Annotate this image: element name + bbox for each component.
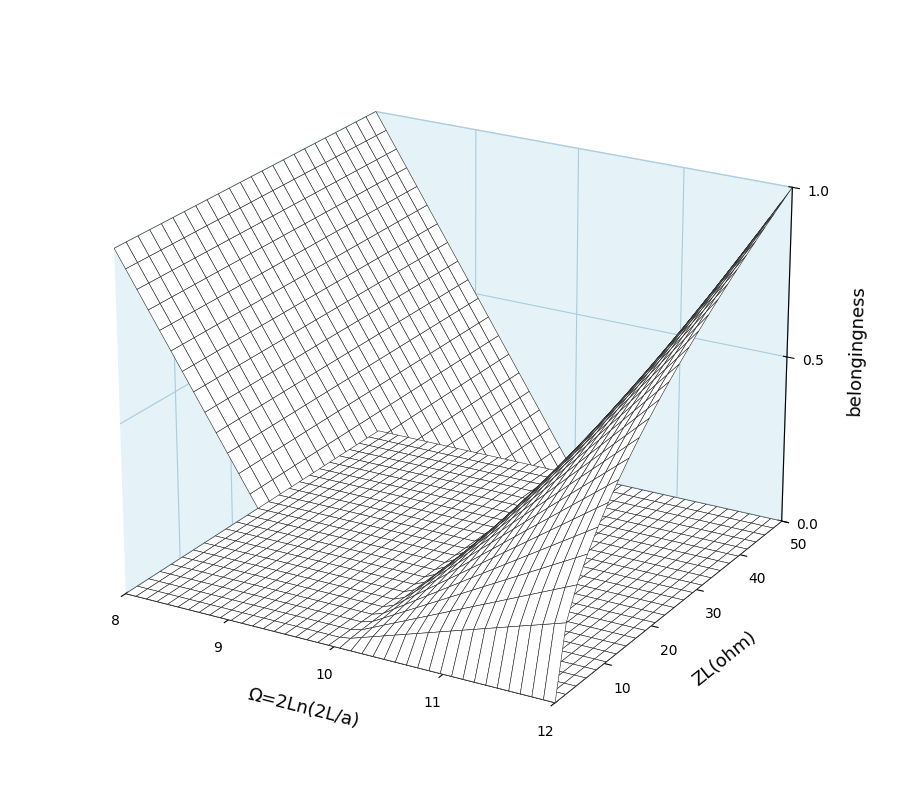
X-axis label: Ω=2Ln(2L/a): Ω=2Ln(2L/a) (247, 686, 362, 731)
Y-axis label: ZL(ohm): ZL(ohm) (688, 628, 760, 690)
